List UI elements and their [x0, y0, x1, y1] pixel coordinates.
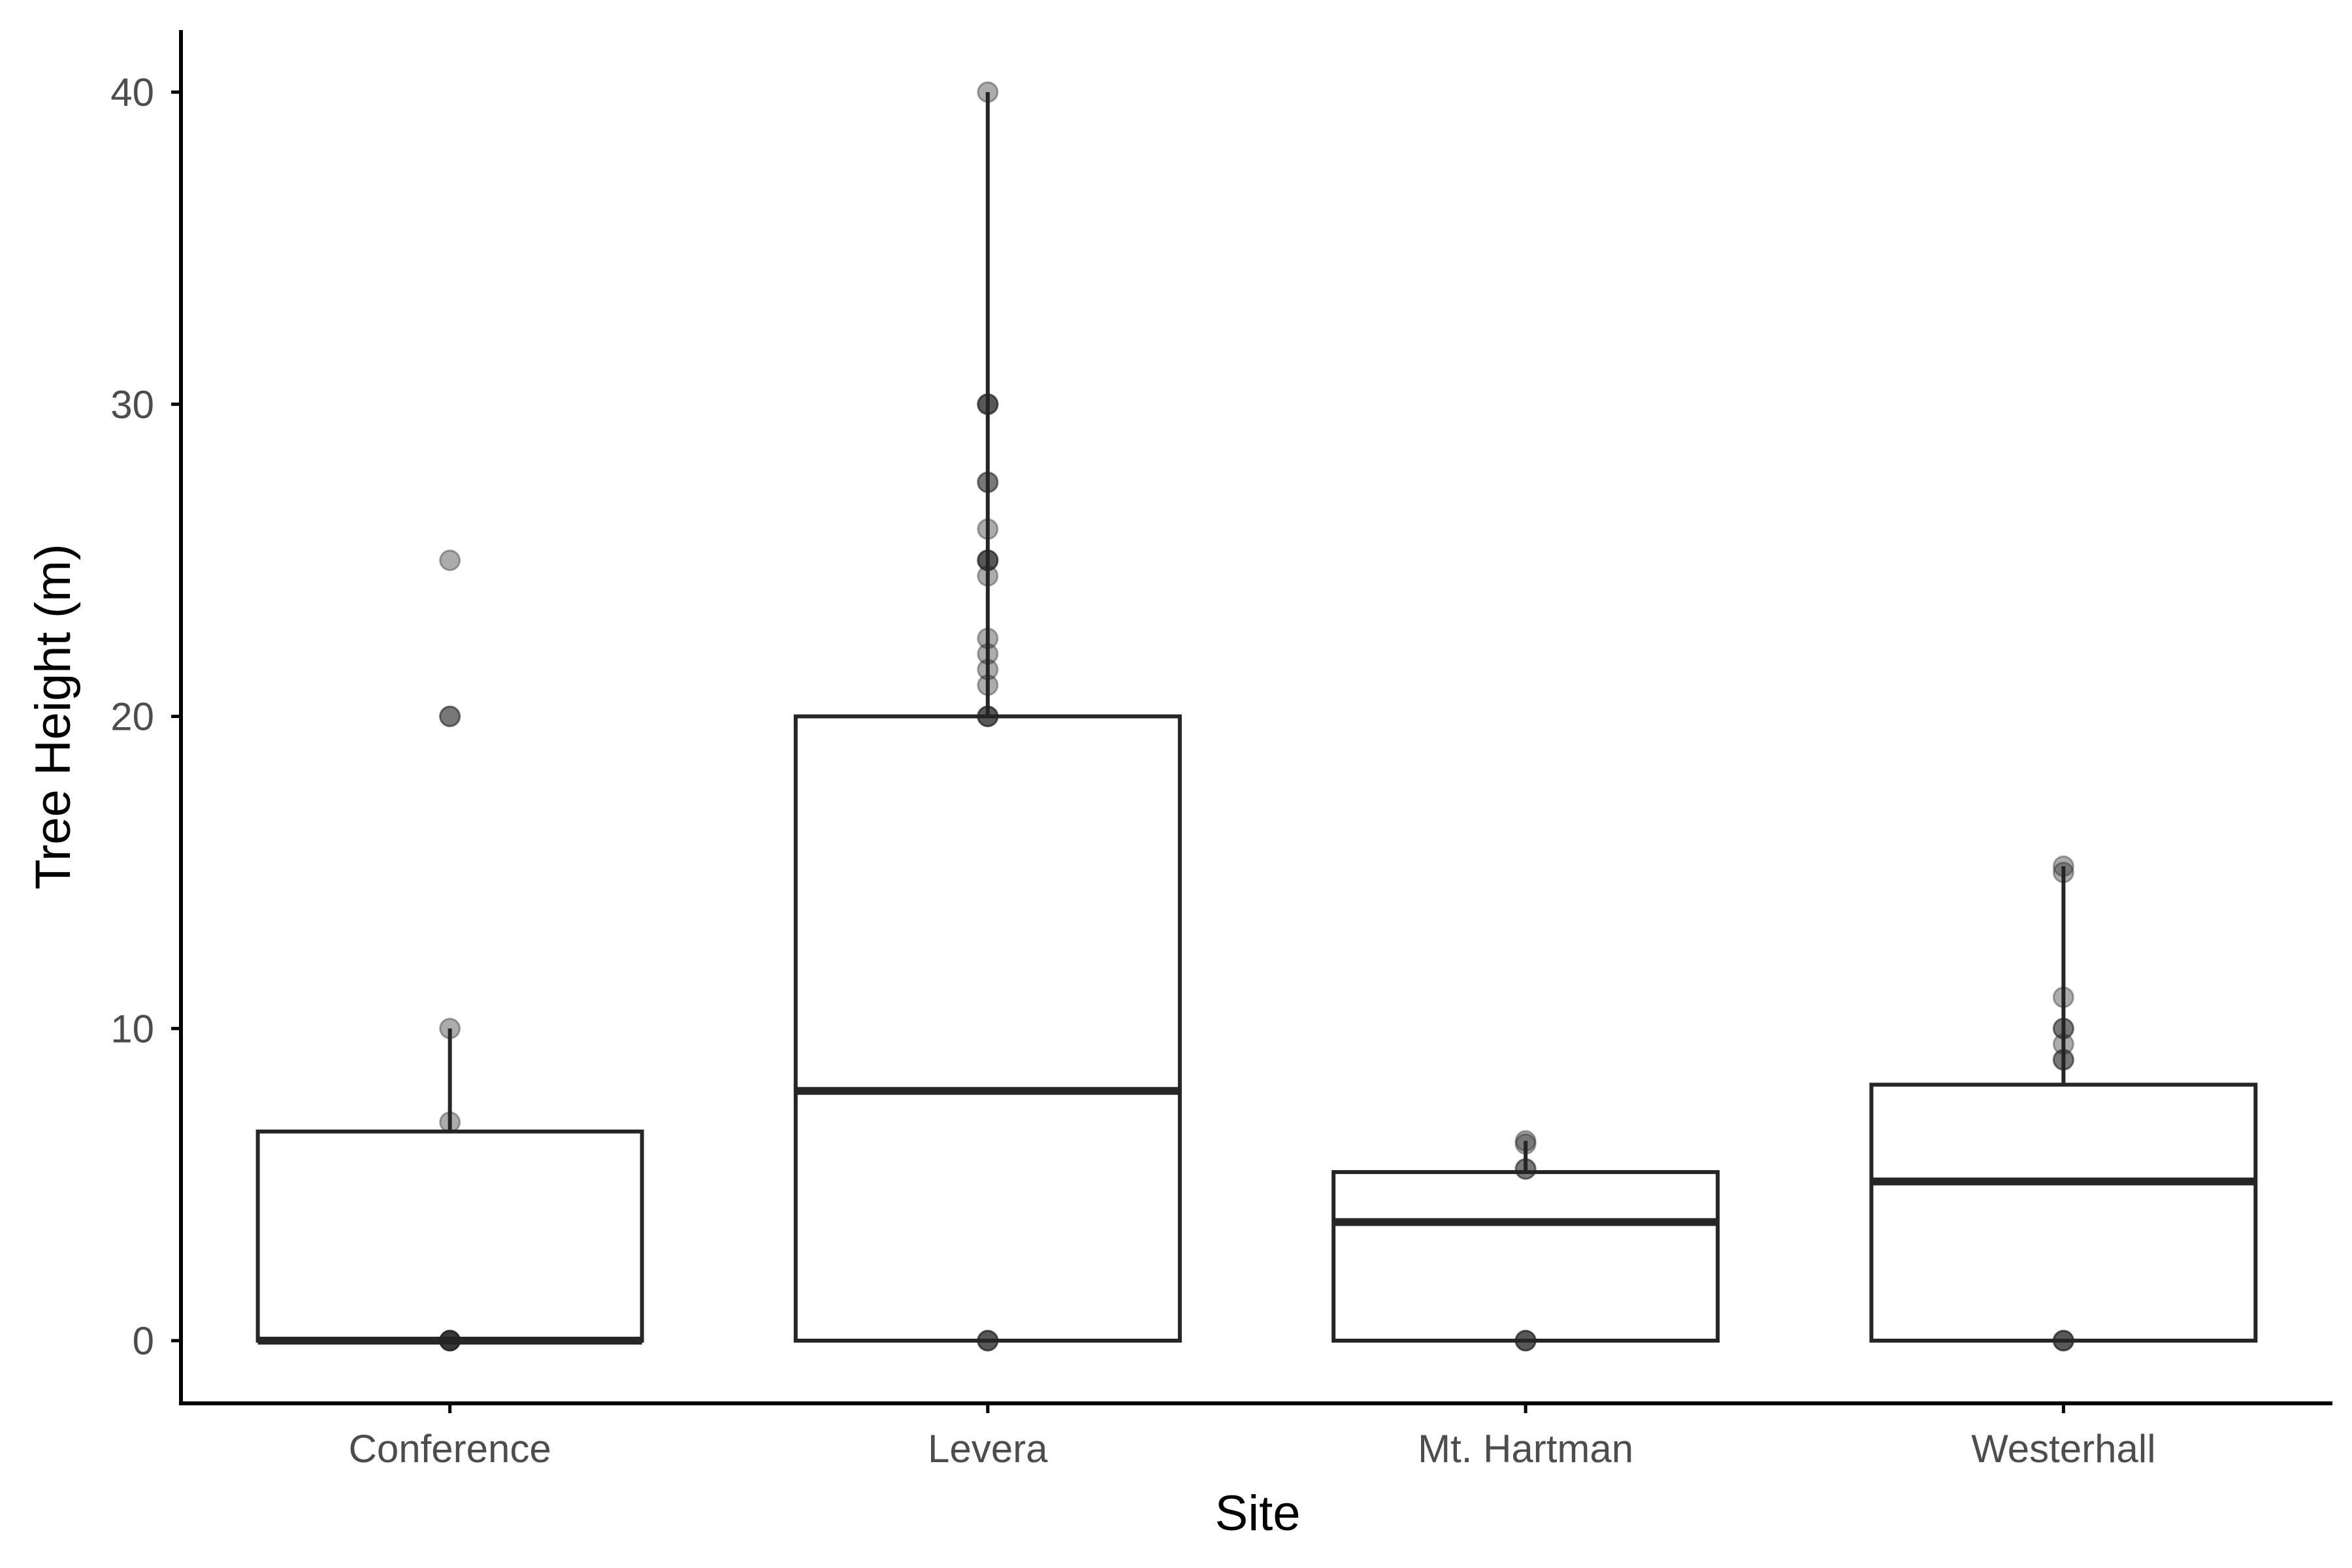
- data-point: [2052, 1330, 2074, 1352]
- data-point: [1514, 1158, 1537, 1180]
- data-point: [977, 565, 999, 587]
- data-point: [977, 643, 999, 665]
- data-point: [2052, 1017, 2074, 1039]
- box-conference: [255, 1028, 644, 1345]
- box-iqr: [255, 1129, 644, 1343]
- x-axis-title: Site: [1215, 1486, 1301, 1541]
- data-point: [1514, 1330, 1537, 1352]
- y-tick-label: 30: [110, 383, 154, 427]
- data-point: [977, 1330, 999, 1352]
- data-point: [977, 393, 999, 416]
- x-tick-label: Westerhall: [1971, 1427, 2155, 1471]
- box-levera: [793, 92, 1182, 1343]
- box-westerhall: [1869, 866, 2258, 1343]
- data-point: [2052, 855, 2074, 877]
- data-point: [977, 706, 999, 727]
- data-point: [977, 706, 999, 727]
- x-axis-ticks: Conference Levera Mt. Hartman Westerhall: [349, 1403, 2156, 1471]
- y-axis-title: Tree Height (m): [25, 544, 81, 889]
- data-point: [2052, 1049, 2074, 1071]
- y-tick-label: 20: [110, 695, 154, 739]
- points-conference: [439, 549, 461, 1352]
- data-point: [2052, 1033, 2074, 1055]
- data-point: [2052, 1049, 2074, 1071]
- data-point: [2052, 1330, 2074, 1352]
- data-point: [439, 1330, 461, 1352]
- data-point: [977, 706, 999, 727]
- data-point: [439, 1017, 461, 1039]
- data-point: [439, 549, 461, 572]
- data-point: [1514, 1130, 1537, 1152]
- data-point: [439, 1330, 461, 1352]
- data-point: [977, 1330, 999, 1352]
- y-tick-label: 10: [110, 1007, 154, 1051]
- data-point: [977, 518, 999, 540]
- data-point: [439, 1330, 461, 1352]
- points-mt-hartman: [1514, 1130, 1537, 1352]
- data-point: [977, 471, 999, 493]
- x-tick-label: Levera: [928, 1427, 1048, 1471]
- x-tick-label: Mt. Hartman: [1418, 1427, 1633, 1471]
- data-point: [1514, 1158, 1537, 1180]
- y-tick-label: 40: [110, 71, 154, 114]
- data-point: [977, 471, 999, 493]
- data-point: [2052, 986, 2074, 1008]
- y-axis-ticks: 0 10 20 30 40: [110, 71, 181, 1363]
- box-mt-hartman: [1331, 1141, 1720, 1343]
- data-point: [977, 549, 999, 572]
- data-point: [439, 1330, 461, 1352]
- x-tick-label: Conference: [349, 1427, 551, 1471]
- data-point: [1514, 1133, 1537, 1155]
- data-point: [1514, 1330, 1537, 1352]
- data-point: [977, 549, 999, 572]
- data-point: [439, 1330, 461, 1352]
- data-point: [439, 706, 461, 727]
- box-iqr: [793, 714, 1182, 1343]
- data-point: [977, 627, 999, 649]
- data-point: [2052, 1017, 2074, 1039]
- data-point: [439, 1111, 461, 1134]
- data-point: [977, 659, 999, 681]
- data-point: [977, 81, 999, 103]
- points-westerhall: [2052, 855, 2074, 1352]
- box-iqr: [1869, 1083, 2258, 1343]
- data-point: [439, 706, 461, 727]
- box-iqr: [1331, 1170, 1720, 1343]
- data-point: [2052, 1330, 2074, 1352]
- data-point: [977, 549, 999, 572]
- data-point: [1514, 1330, 1537, 1352]
- data-point: [2052, 861, 2074, 883]
- data-point: [977, 393, 999, 416]
- plot-area: [255, 81, 2258, 1352]
- points-levera: [977, 81, 999, 1352]
- y-tick-label: 0: [133, 1319, 154, 1363]
- data-point: [977, 674, 999, 696]
- data-point: [977, 393, 999, 416]
- data-point: [977, 1330, 999, 1352]
